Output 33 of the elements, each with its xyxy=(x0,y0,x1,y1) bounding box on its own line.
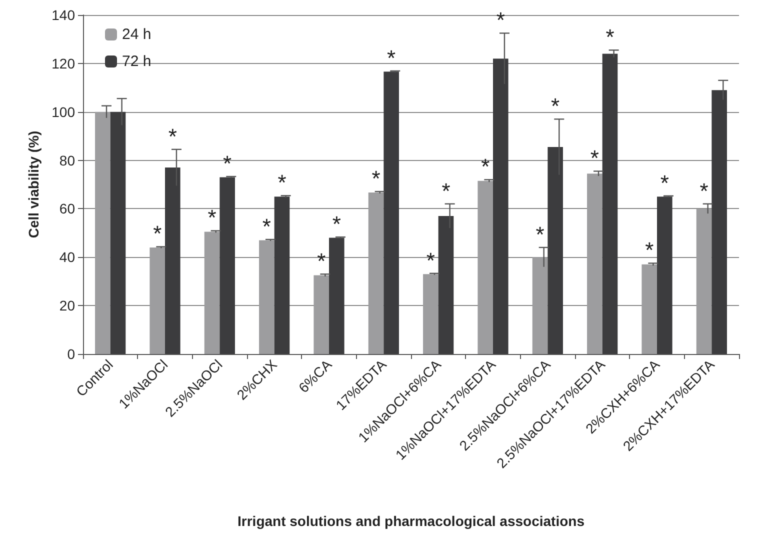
data-label: * xyxy=(278,170,287,196)
data-label: * xyxy=(426,248,436,273)
legend-label: 72 h xyxy=(122,53,152,70)
data-label: * xyxy=(481,154,490,180)
data-label: * xyxy=(208,205,217,230)
data-label: * xyxy=(590,146,600,171)
y-tick-label: 20 xyxy=(59,298,76,314)
y-tick-label: 40 xyxy=(59,249,76,266)
data-label: * xyxy=(551,94,560,119)
data-label: * xyxy=(262,214,272,239)
data-label: * xyxy=(332,212,342,237)
data-label: * xyxy=(660,170,670,196)
y-tick-label: 60 xyxy=(59,200,76,217)
data-label: * xyxy=(168,124,178,149)
data-label: * xyxy=(496,8,506,33)
x-axis-title: Irrigant solutions and pharmacological associations xyxy=(238,513,585,529)
data-label: * xyxy=(536,222,545,247)
y-tick-label: 80 xyxy=(59,152,76,168)
data-label: * xyxy=(372,166,381,192)
y-tick-label: 140 xyxy=(52,7,76,23)
data-label: * xyxy=(153,221,162,246)
y-axis-title: Cell viability (%) xyxy=(26,130,42,238)
legend-label: 24 h xyxy=(122,26,152,43)
y-tick-label: 0 xyxy=(67,346,76,362)
data-label: * xyxy=(317,248,326,274)
y-tick-label: 100 xyxy=(52,104,76,120)
data-label: * xyxy=(645,238,654,263)
data-label: * xyxy=(387,45,396,70)
data-label: * xyxy=(223,151,232,176)
data-label: * xyxy=(606,24,615,50)
y-tick-label: 120 xyxy=(52,55,76,72)
data-label: * xyxy=(442,178,451,204)
data-label: * xyxy=(700,178,709,204)
